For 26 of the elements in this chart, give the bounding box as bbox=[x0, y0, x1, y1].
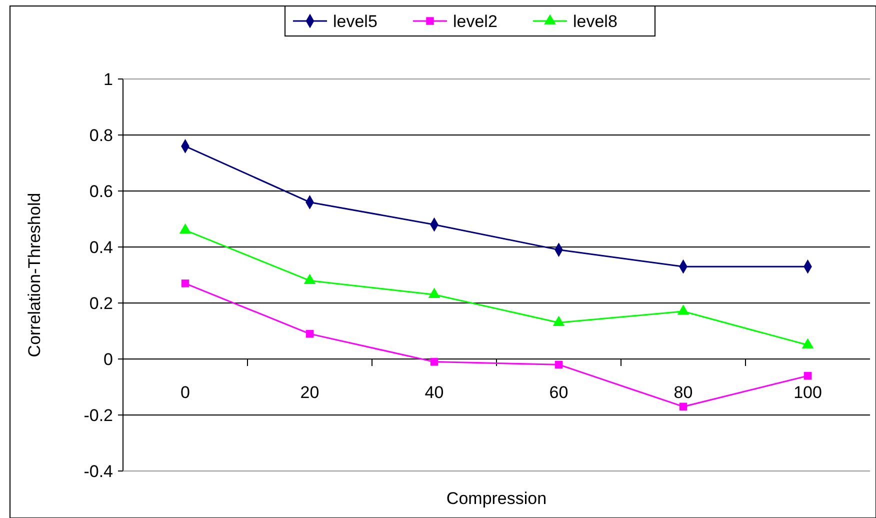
y-tick-label: 0.8 bbox=[89, 126, 113, 145]
y-tick-label: 1 bbox=[104, 70, 113, 89]
x-tick-label: 40 bbox=[424, 383, 444, 402]
y-tick-label: 0.4 bbox=[89, 238, 113, 257]
point bbox=[677, 304, 690, 315]
point bbox=[306, 330, 314, 338]
y-tick-label: -0.2 bbox=[84, 406, 113, 425]
y-axis-title: Correlation-Threshold bbox=[25, 192, 44, 358]
x-tick-label: 80 bbox=[674, 383, 693, 402]
x-tick-label: 0 bbox=[180, 383, 190, 402]
point bbox=[430, 358, 438, 366]
y-tick-label: 0 bbox=[104, 350, 113, 369]
y-tick-label: 0.2 bbox=[89, 294, 113, 313]
point bbox=[554, 360, 563, 368]
x-axis-title: Compression bbox=[446, 489, 547, 508]
point bbox=[679, 402, 688, 410]
legend-label: level8 bbox=[573, 12, 618, 31]
point bbox=[181, 280, 190, 288]
point bbox=[804, 372, 812, 380]
legend-label: level2 bbox=[453, 12, 498, 31]
x-tick-label: 100 bbox=[794, 383, 822, 402]
x-tick-label: 20 bbox=[300, 383, 320, 402]
y-tick-label: -0.4 bbox=[84, 462, 113, 481]
x-tick-label: 60 bbox=[549, 383, 568, 402]
legend-label: level5 bbox=[333, 12, 378, 31]
y-tick-label: 0.6 bbox=[89, 182, 113, 201]
